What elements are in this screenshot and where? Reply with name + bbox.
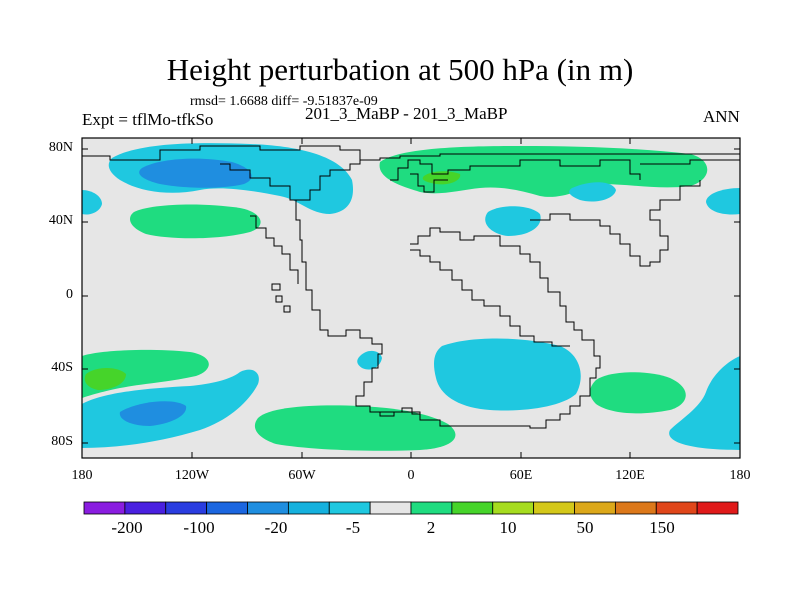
coastline-asia [530,180,701,267]
y-tick-label: 0 [66,287,73,302]
coastline-caribbean-islands [271,283,291,313]
x-tick-label: 120E [615,468,645,483]
colorbar-label: -200 [111,518,143,537]
x-tick-label: 180 [729,468,751,483]
colorbar-swatch [614,501,657,515]
contour-green-south-indian [590,372,686,414]
colorbar-label: 2 [426,518,436,537]
coastline-north-america [220,163,336,337]
y-tick-label: 40S [51,360,73,375]
contour-blue-north-pacific [139,158,252,188]
coastline-africa-west [410,227,590,341]
colorbar-label: -5 [345,518,361,537]
colorbar-swatch [165,501,208,515]
coastline-greenland [410,173,448,193]
x-tick-label: 0 [407,468,415,483]
contour-cyan-mid-atlantic [485,206,541,236]
y-tick-label: 40N [48,213,73,228]
colorbar-swatch [574,501,616,515]
colorbar-label: 150 [649,518,675,537]
y-tick-label: 80S [51,434,73,449]
plot-title: Height perturbation at 500 hPa (in m) [166,52,634,87]
x-tick-label: 180 [71,468,93,483]
colorbar-swatch [83,501,126,515]
contour-cyan-east-asia [569,182,616,202]
contour-bright-green-europe [422,171,461,185]
contour-blue-south-pacific [119,401,187,426]
colorbar-label: 50 [576,518,594,537]
colorbar-swatch [696,501,739,515]
x-tick-label: 120W [174,468,210,483]
colorbar-swatch [328,501,371,515]
coastline-antarctica [372,411,510,427]
colorbar-label: -100 [183,518,215,537]
season-label: ANN [703,107,740,126]
contour-cyan-south-west-pacific [669,356,740,450]
contour-green-central-pacific [130,204,261,239]
coastline-south-america-east [390,407,420,417]
contour-green-southern-ocean [254,405,456,451]
colorbar-swatch [247,501,289,515]
coastlines [82,145,741,429]
colorbar-swatch [124,501,167,515]
case-label: 201_3_MaBP - 201_3_MaBP [305,104,508,123]
colorbar-label: -20 [264,518,288,537]
coastline-north-america-east [296,150,361,201]
colorbar-label: 10 [499,518,517,537]
y-axis-ticks [82,148,740,444]
colorbar-swatch [533,501,575,515]
contour-cyan-west-pacific-edge [706,188,740,215]
coastline-africa-interior [410,249,570,347]
coastline-arctic [82,145,741,165]
coastline-europe [390,159,641,181]
colorbar-swatch [410,501,453,515]
coastline-central-america [250,215,299,284]
stats-label: rmsd= 1.6688 diff= -9.51837e-09 [190,94,378,109]
colorbar-swatch [287,501,330,515]
contour-cyan-south-atlantic [434,338,581,411]
x-tick-label: 60W [288,468,316,483]
coastline-australia [510,339,601,429]
x-axis-ticks [81,138,741,458]
contour-green-north-atlantic [379,146,708,197]
colorbar-swatch [492,501,535,515]
contour-bright-green-south-pacific [84,368,126,390]
colorbar-swatch [369,501,412,515]
contour-cyan-south-america [357,350,382,370]
experiment-label: Expt = tflMo-tfkSo [82,110,214,129]
y-tick-label: 80N [48,140,73,155]
coastline-south-america [336,329,390,417]
x-tick-label: 60E [509,468,533,483]
colorbar [83,501,739,515]
colorbar-swatch [206,501,248,515]
colorbar-swatch [451,501,494,515]
contour-cyan-east-pacific-edge [82,190,102,215]
contour-fills [82,143,740,451]
colorbar-swatch [655,501,698,515]
